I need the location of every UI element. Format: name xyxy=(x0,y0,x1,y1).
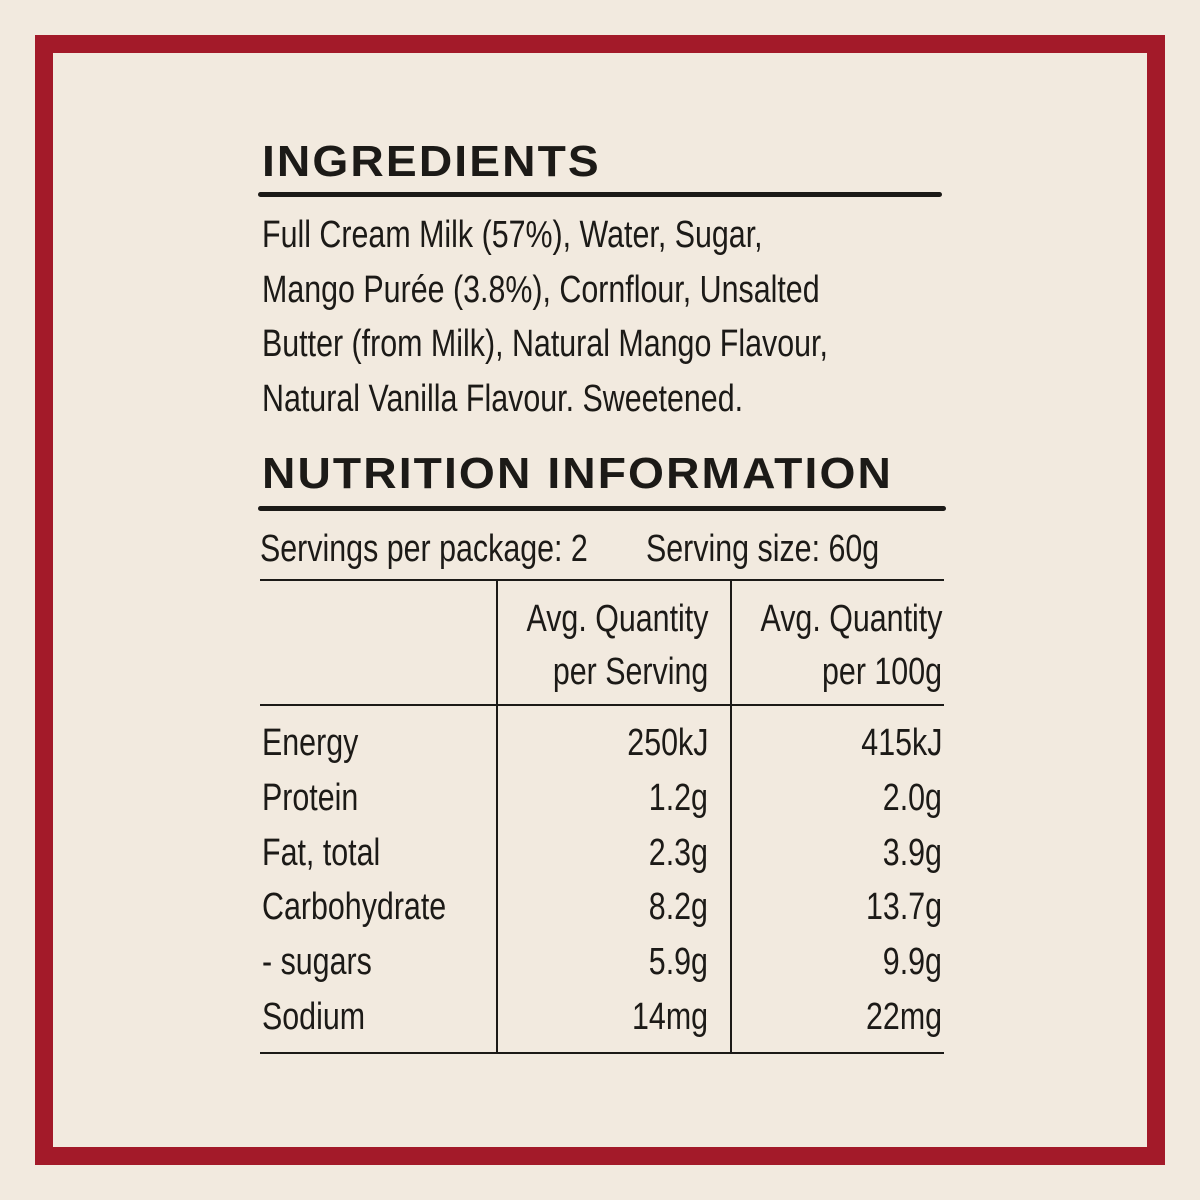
section-heading: INGREDIENTS xyxy=(262,137,601,186)
nutrient-name: Carbohydrate xyxy=(262,886,447,929)
column-header: per Serving xyxy=(552,651,708,693)
ingredients-text: Full Cream Milk (57%), Water, Sugar, xyxy=(262,214,763,256)
column-divider xyxy=(730,579,732,1054)
ingredients-text: Butter (from Milk), Natural Mango Flavou… xyxy=(262,323,828,365)
nutrient-value: 1.2g xyxy=(648,776,708,819)
column-header: Avg. Quantity xyxy=(760,598,942,640)
red-frame xyxy=(35,35,1165,1165)
nutrient-value: 22mg xyxy=(865,996,942,1038)
ingredients-text: Natural Vanilla Flavour. Sweetened. xyxy=(262,377,744,420)
nutrient-value: 415kJ xyxy=(860,722,942,764)
table-rule xyxy=(260,579,944,581)
nutrient-value: 5.9g xyxy=(648,941,708,984)
table-rule xyxy=(260,1052,944,1054)
nutrient-name: Sodium xyxy=(262,996,366,1038)
nutrient-value: 250kJ xyxy=(626,722,708,764)
nutrient-value: 8.2g xyxy=(648,886,708,929)
servings-text: Serving size: 60g xyxy=(646,528,880,570)
heading-rule xyxy=(258,506,946,511)
heading-rule xyxy=(258,192,942,197)
nutrient-value: 9.9g xyxy=(882,941,942,984)
nutrient-value: 3.9g xyxy=(882,831,942,874)
nutrient-value: 13.7g xyxy=(865,886,942,929)
column-header: Avg. Quantity xyxy=(526,598,708,640)
nutrient-name: Fat, total xyxy=(262,831,381,874)
section-heading: NUTRITION INFORMATION xyxy=(262,449,893,498)
nutrient-name: Energy xyxy=(262,722,359,764)
table-rule xyxy=(260,704,944,706)
nutrient-value: 2.0g xyxy=(882,776,942,819)
column-header: per 100g xyxy=(821,651,942,693)
nutrient-name: - sugars xyxy=(262,941,372,984)
nutrient-value: 14mg xyxy=(631,996,708,1038)
servings-text: Servings per package: 2 xyxy=(260,528,588,570)
nutrient-value: 2.3g xyxy=(648,831,708,874)
ingredients-text: Mango Purée (3.8%), Cornflour, Unsalted xyxy=(262,268,820,311)
nutrient-name: Protein xyxy=(262,776,359,819)
column-divider xyxy=(496,579,498,1054)
